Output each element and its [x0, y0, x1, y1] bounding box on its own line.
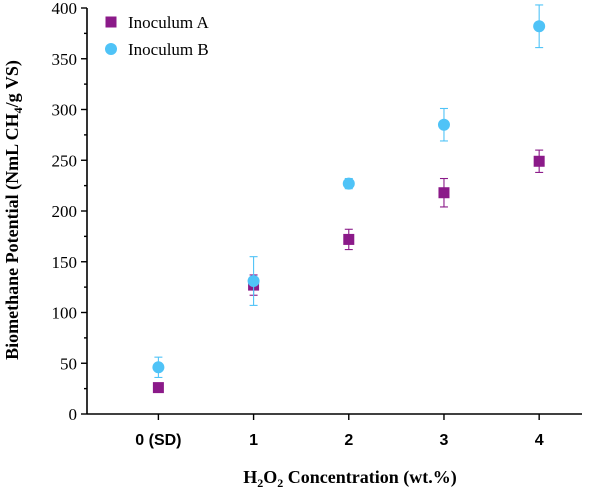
- y-tick-label: 200: [52, 202, 78, 221]
- x-tick-label: 3: [440, 432, 449, 449]
- legend-item: Inoculum B: [105, 40, 209, 59]
- y-tick-label: 100: [52, 304, 78, 323]
- y-tick-label: 0: [69, 405, 78, 424]
- x-tick-label: 1: [249, 432, 258, 449]
- data-point: [342, 177, 355, 190]
- data-point: [343, 233, 355, 245]
- x-tick-label: 2: [344, 432, 353, 449]
- x-tick-label: 0 (SD): [135, 432, 181, 449]
- y-tick-label: 400: [52, 0, 78, 18]
- axes: [86, 8, 582, 415]
- y-tick-label: 150: [52, 253, 78, 272]
- legend-marker: [105, 16, 117, 28]
- data-point: [437, 118, 450, 131]
- x-tick-label: 4: [535, 432, 544, 449]
- legend-marker: [105, 43, 117, 55]
- data-point: [152, 382, 164, 394]
- legend: Inoculum A Inoculum B: [105, 13, 209, 59]
- y-tick-label: 50: [60, 354, 77, 373]
- y-tick-label: 300: [52, 101, 78, 120]
- y-axis-ticks: 0 50 100 150 200 250 300 350 400: [52, 0, 87, 424]
- legend-label: Inoculum B: [128, 40, 209, 59]
- x-axis-title: H2O2 Concentration (wt.%): [243, 467, 457, 490]
- data-point: [247, 275, 260, 288]
- x-axis-ticks: 0 (SD) 1 2 3 4: [135, 414, 544, 449]
- legend-item: Inoculum A: [105, 13, 209, 32]
- y-tick-label: 350: [52, 50, 78, 69]
- data-point: [438, 187, 450, 199]
- y-tick-label: 250: [52, 151, 78, 170]
- series-inoculum-b: [152, 4, 546, 379]
- data-point: [533, 20, 546, 33]
- y-axis-title: Biomethane Potential (NmL CH4/g VS): [2, 60, 25, 360]
- legend-label: Inoculum A: [128, 13, 209, 32]
- data-marks: [152, 4, 546, 394]
- data-point: [533, 155, 545, 167]
- data-point: [152, 361, 165, 374]
